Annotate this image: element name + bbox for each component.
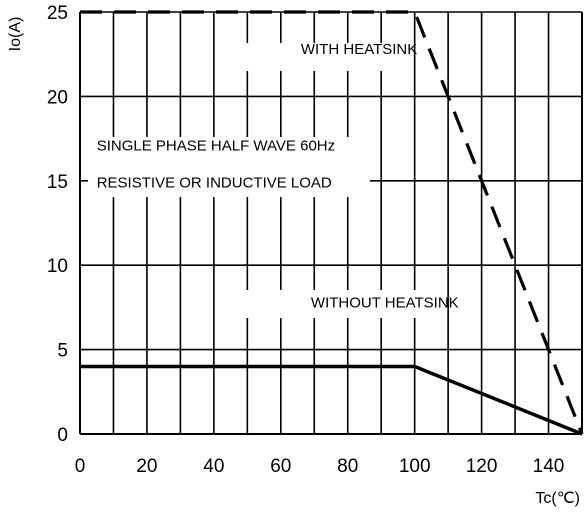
x-tick-label: 0 bbox=[75, 456, 86, 477]
y-tick-label: 20 bbox=[47, 87, 68, 108]
y-tick-label: 5 bbox=[57, 341, 68, 362]
annotation-backgrounds bbox=[88, 43, 440, 318]
x-tick-label: 20 bbox=[136, 456, 157, 477]
series-layer bbox=[80, 10, 584, 436]
annotation-text: RESISTIVE OR INDUCTIVE LOAD bbox=[97, 175, 332, 192]
y-tick-label: 0 bbox=[57, 425, 68, 446]
annotation-background bbox=[88, 137, 370, 197]
x-tick-label: 40 bbox=[203, 456, 224, 477]
grid bbox=[79, 11, 583, 435]
y-tick-label: 10 bbox=[47, 256, 68, 277]
tick-labels: 0 5 10 15 20 25 0 20 40 60 80 100 120 140 bbox=[47, 3, 565, 477]
series-line-with-heatsink bbox=[80, 10, 584, 435]
x-axis-label: Tc(℃) bbox=[535, 490, 580, 507]
x-tick-label: 100 bbox=[399, 456, 431, 477]
annotation-text: WITHOUT HEATSINK bbox=[311, 294, 459, 311]
annotation-background bbox=[222, 43, 390, 71]
x-tick-label: 140 bbox=[533, 456, 565, 477]
x-tick-label: 80 bbox=[337, 456, 358, 477]
x-tick-label: 120 bbox=[466, 456, 498, 477]
y-axis-label: Io(A) bbox=[7, 17, 24, 52]
annotation-text: SINGLE PHASE HALF WAVE 60Hz bbox=[97, 137, 335, 154]
series-line-without-heatsink bbox=[80, 364, 583, 436]
annotation-text: WITH HEATSINK bbox=[301, 41, 417, 58]
x-tick-label: 60 bbox=[270, 456, 291, 477]
y-tick-label: 15 bbox=[47, 172, 68, 193]
annotation-background bbox=[240, 290, 440, 318]
y-tick-label: 25 bbox=[47, 3, 68, 24]
annotations: WITH HEATSINK SINGLE PHASE HALF WAVE 60Hz… bbox=[97, 41, 459, 311]
